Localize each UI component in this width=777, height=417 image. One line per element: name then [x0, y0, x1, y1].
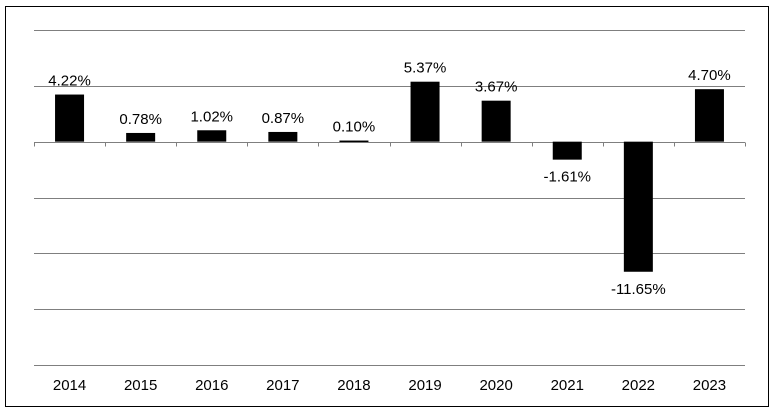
bar-2019: [410, 81, 440, 142]
x-tick-label-2021: 2021: [551, 377, 584, 394]
data-label-2021: -1.61%: [543, 169, 591, 186]
data-label-2019: 5.37%: [404, 60, 447, 77]
x-axis-ticks: 2014 2015 2016 2017 2018 2019 2020 2021 2022 2023: [53, 377, 726, 394]
x-tick-label-2022: 2022: [622, 377, 655, 394]
gridlines: [34, 30, 746, 366]
x-tick-label-2023: 2023: [693, 377, 726, 394]
data-label-2015: 0.78%: [119, 111, 162, 128]
data-label-2014: 4.22%: [48, 73, 91, 90]
data-label-2022: -11.65%: [611, 281, 666, 298]
bar-2016: [197, 130, 227, 142]
data-labels: 4.22% 0.78% 1.02% 0.87% 0.10% 5.37% 3.67% -1.61…: [48, 60, 730, 298]
bars: [55, 81, 724, 272]
data-label-2023: 4.70%: [688, 67, 731, 84]
bar-2014: [55, 94, 85, 142]
bar-2023: [694, 89, 724, 142]
x-tick-label-2014: 2014: [53, 377, 86, 394]
data-label-2016: 1.02%: [190, 108, 233, 125]
x-tick-label-2016: 2016: [195, 377, 228, 394]
bar-2022: [623, 141, 653, 272]
x-tick-label-2020: 2020: [479, 377, 512, 394]
bar-2017: [268, 131, 298, 142]
bar-2015: [126, 132, 156, 142]
x-tick-label-2019: 2019: [408, 377, 441, 394]
x-tick-label-2015: 2015: [124, 377, 157, 394]
data-label-2018: 0.10%: [333, 119, 376, 136]
x-tick-label-2017: 2017: [266, 377, 299, 394]
bar-2020: [481, 100, 511, 142]
data-label-2020: 3.67%: [475, 79, 518, 96]
bar-2021: [552, 141, 582, 160]
data-label-2017: 0.87%: [262, 110, 305, 127]
x-tick-label-2018: 2018: [337, 377, 370, 394]
bar-2018: [339, 140, 369, 143]
